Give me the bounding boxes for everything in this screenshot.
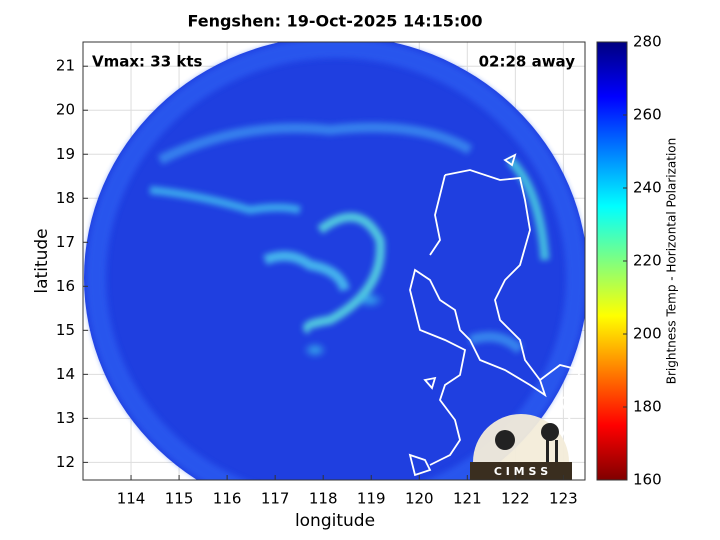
y-tick-label: 15 xyxy=(56,321,75,339)
y-axis-label: latitude xyxy=(32,228,52,293)
y-tick-label: 20 xyxy=(56,101,75,119)
x-tick-label: 119 xyxy=(357,490,386,508)
y-tick-label: 16 xyxy=(56,277,75,295)
colorbar xyxy=(596,41,628,481)
swath: C I M S S xyxy=(84,42,585,480)
x-tick-label: 117 xyxy=(261,490,290,508)
x-tick-label: 114 xyxy=(117,490,146,508)
annotation: Vmax: 33 kts xyxy=(92,53,202,71)
annotation: 02:28 away xyxy=(479,53,576,71)
x-axis-label: longitude xyxy=(295,511,375,531)
colorbar-tick-label: 240 xyxy=(633,179,662,197)
x-tick-label: 120 xyxy=(405,490,434,508)
x-tick-label: 123 xyxy=(549,490,578,508)
x-tick-label: 118 xyxy=(309,490,338,508)
colorbar-tick-label: 260 xyxy=(633,106,662,124)
logo: C I M S S xyxy=(470,414,572,480)
ticks: 114 115 116 117 118 119 120 121 122 123 12 13 14 15 16… xyxy=(56,57,578,508)
colorbar-label: Brightness Temp - Horizontal Polarizatio… xyxy=(665,138,679,385)
axes-frame xyxy=(82,41,586,481)
x-tick-label: 122 xyxy=(501,490,530,508)
y-tick-label: 19 xyxy=(56,145,75,163)
colorbar-tick-label: 220 xyxy=(633,252,662,270)
x-tick-label: 116 xyxy=(213,490,242,508)
y-tick-label: 18 xyxy=(56,189,75,207)
y-tick-label: 12 xyxy=(56,453,75,471)
colorbar-tick-label: 180 xyxy=(633,398,662,416)
chart-title: Fengshen: 19-Oct-2025 14:15:00 xyxy=(187,12,482,31)
colorbar-tick-label: 200 xyxy=(633,325,662,343)
y-tick-label: 13 xyxy=(56,409,75,427)
logo-text: C I M S S xyxy=(494,465,548,478)
y-tick-label: 21 xyxy=(56,57,75,75)
x-tick-label: 121 xyxy=(453,490,482,508)
y-tick-label: 14 xyxy=(56,365,75,383)
x-tick-label: 115 xyxy=(165,490,194,508)
colorbar-tick-label: 160 xyxy=(633,471,662,489)
y-tick-label: 17 xyxy=(56,233,75,251)
colorbar-tick-label: 280 xyxy=(633,33,662,51)
